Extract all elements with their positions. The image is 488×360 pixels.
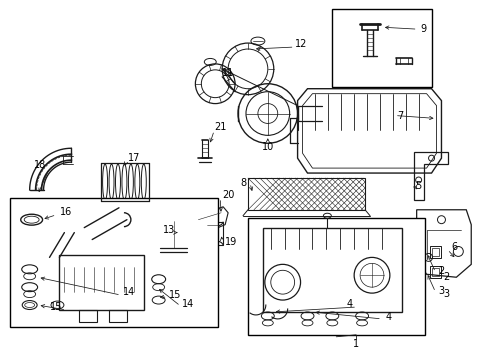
Text: 3: 3 (443, 289, 448, 299)
Text: 10: 10 (261, 142, 273, 152)
Bar (428, 266, 441, 278)
Bar (431, 248, 439, 256)
Text: 15: 15 (50, 302, 62, 312)
Text: 8: 8 (240, 178, 245, 188)
Text: 4: 4 (385, 312, 391, 322)
Text: 1: 1 (352, 339, 359, 349)
Text: 5: 5 (415, 181, 421, 191)
Text: 14: 14 (182, 299, 194, 309)
Text: 11: 11 (222, 68, 234, 78)
Text: 12: 12 (295, 39, 307, 49)
Text: 18: 18 (33, 160, 45, 170)
Text: 19: 19 (224, 237, 237, 247)
Text: 16: 16 (60, 207, 72, 217)
Bar (60, 255, 143, 310)
Text: 4: 4 (346, 299, 351, 309)
Bar (431, 268, 439, 276)
Bar (79, 310, 97, 322)
Text: 14: 14 (122, 287, 135, 297)
Text: 21: 21 (214, 122, 226, 132)
Text: 7: 7 (397, 111, 403, 121)
Bar (263, 228, 401, 312)
Bar (428, 247, 441, 258)
Text: 13: 13 (162, 225, 174, 235)
Bar (332, 9, 431, 87)
Text: 2: 2 (443, 272, 448, 282)
Bar (109, 310, 127, 322)
Text: 9: 9 (420, 24, 426, 34)
Bar (163, 221, 184, 248)
Text: 6: 6 (450, 243, 456, 252)
Text: 15: 15 (169, 290, 182, 300)
Text: 3: 3 (438, 286, 444, 296)
Bar (10, 198, 218, 327)
Text: 17: 17 (127, 153, 140, 163)
Text: 20: 20 (222, 190, 234, 200)
Text: 2: 2 (437, 266, 444, 276)
Bar (247, 178, 365, 210)
Bar (247, 218, 424, 335)
Bar (203, 222, 223, 246)
